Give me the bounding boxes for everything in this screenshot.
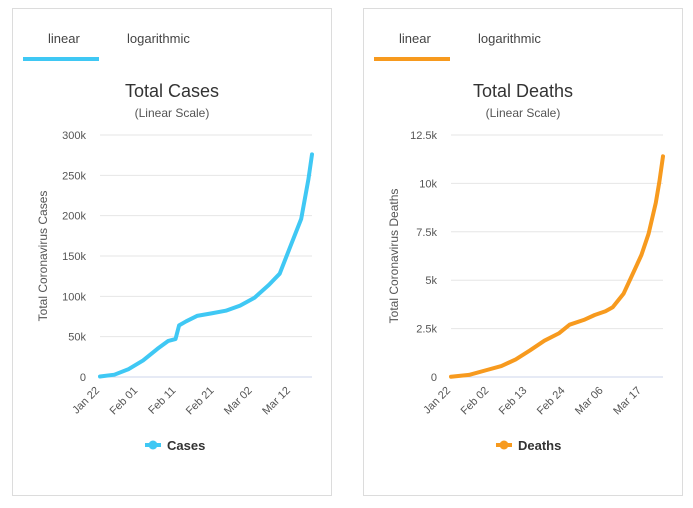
scale-tabs: linear logarithmic (364, 9, 682, 61)
x-tick-label: Feb 11 (146, 385, 178, 417)
deaths-chart-panel: linear logarithmic Total Deaths (Linear S… (363, 8, 683, 496)
y-tick-label: 50k (68, 332, 86, 344)
y-tick-label: 200k (62, 211, 86, 223)
y-axis-label: Total Coronavirus Cases (36, 191, 50, 322)
tab-linear[interactable]: linear (399, 31, 431, 46)
y-tick-label: 10k (419, 178, 437, 190)
legend-label: Deaths (518, 438, 561, 453)
y-tick-label: 12.5k (410, 130, 437, 142)
x-tick-label: Mar 02 (222, 385, 255, 418)
legend-marker (148, 440, 158, 450)
x-tick-label: Feb 24 (535, 385, 568, 418)
x-tick-label: Mar 17 (611, 385, 644, 418)
legend-marker (499, 440, 509, 450)
y-tick-label: 150k (62, 251, 86, 263)
cases-chart-panel: linear logarithmic Total Cases (Linear Sc… (12, 8, 332, 496)
tab-linear[interactable]: linear (48, 31, 80, 46)
series-line (98, 152, 314, 379)
chart-title: Total Deaths (473, 81, 573, 101)
chart-subtitle: (Linear Scale) (135, 106, 210, 120)
x-tick-label: Jan 22 (70, 385, 102, 417)
cases-line-chart: Total Cases (Linear Scale) 0 50k 100k 150k 200… (36, 81, 314, 453)
y-tick-label: 0 (431, 372, 437, 384)
y-tick-label: 7.5k (416, 227, 437, 239)
chart-title: Total Cases (125, 81, 219, 101)
chart-subtitle: (Linear Scale) (486, 106, 561, 120)
y-tick-label: 5k (425, 275, 437, 287)
y-tick-label: 250k (62, 170, 86, 182)
x-tick-label: Feb 01 (108, 385, 141, 418)
tab-logarithmic[interactable]: logarithmic (127, 31, 190, 46)
y-axis-label: Total Coronavirus Deaths (387, 189, 401, 324)
y-tick-label: 2.5k (416, 324, 437, 336)
x-tick-label: Jan 22 (421, 385, 453, 417)
tab-logarithmic[interactable]: logarithmic (478, 31, 541, 46)
x-tick-label: Mar 06 (573, 385, 606, 418)
x-tick-label: Feb 13 (497, 385, 530, 418)
scale-tabs: linear logarithmic (13, 9, 331, 61)
y-tick-label: 100k (62, 291, 86, 303)
active-tab-indicator (374, 57, 450, 61)
y-tick-label: 0 (80, 372, 86, 384)
series-line (449, 154, 665, 379)
x-tick-label: Feb 02 (459, 385, 492, 418)
legend-label: Cases (167, 438, 205, 453)
deaths-line-chart: Total Deaths (Linear Scale) 0 2.5k 5k 7.5k 10k… (387, 81, 665, 453)
y-tick-label: 300k (62, 130, 86, 142)
active-tab-indicator (23, 57, 99, 61)
x-tick-label: Mar 12 (260, 385, 293, 418)
x-tick-label: Feb 21 (184, 385, 217, 418)
